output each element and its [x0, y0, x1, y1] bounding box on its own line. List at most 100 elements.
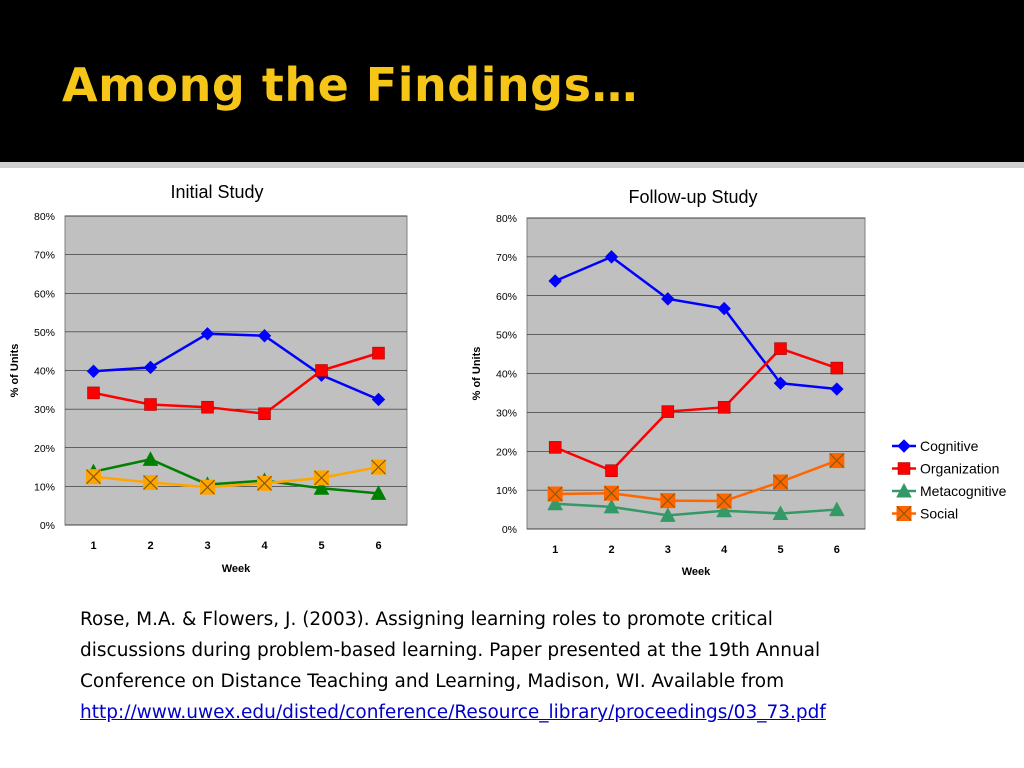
x-tick-label: 3 [665, 544, 671, 556]
series-social-point [829, 453, 845, 469]
series-social-point [773, 474, 788, 490]
x-tick-label: 6 [375, 540, 381, 552]
x-axis-label: Week [222, 563, 251, 575]
legend-item: Cognitive [892, 438, 979, 454]
series-organization-point [548, 441, 562, 454]
chart-initial-study: Initial Study 0% 10% 20% 30% 40% 50% 60% 70% 80% 1… [9, 182, 408, 575]
legend-marker [897, 462, 911, 475]
y-axis-label: % of Units [9, 344, 21, 398]
series-organization-point [717, 401, 731, 414]
y-tick-label: 40% [496, 369, 517, 381]
series-cognitive-point [86, 364, 101, 378]
series-cognitive-point [717, 301, 731, 316]
series-cognitive-line [93, 332, 379, 401]
y-tick-label: 30% [496, 407, 517, 419]
legend-label: Cognitive [920, 438, 979, 454]
y-tick-label: 80% [496, 213, 517, 225]
y-tick-label: 50% [34, 327, 55, 339]
x-tick-label: 1 [552, 544, 558, 556]
series-social-point-cross [773, 474, 788, 490]
slide-title: Among the Findings… [62, 58, 638, 112]
series-metacognitive-point [370, 485, 387, 500]
series-social-point [86, 469, 101, 485]
title-band: Among the Findings… [0, 0, 1024, 160]
y-tick-label: 50% [496, 330, 517, 342]
x-tick-label: 2 [147, 540, 153, 552]
series-social-line [555, 459, 838, 503]
legend-label: Organization [920, 461, 999, 477]
series-social-point [371, 459, 386, 475]
chart-follow-up-study: Follow-up Study 0% 10% 20% 30% 40% 50% 60% 70% 80… [471, 187, 1007, 578]
series-organization-point [258, 407, 271, 421]
x-tick-label: 3 [204, 540, 210, 552]
legend-item: Metacognitive [892, 482, 1007, 499]
series-social-point [314, 470, 329, 486]
series-organization-point [315, 364, 328, 377]
series-organization-point [661, 405, 675, 418]
series-organization-point [87, 386, 100, 400]
series-organization-point [372, 346, 385, 360]
y-tick-label: 40% [34, 366, 55, 378]
x-tick-label: 5 [318, 540, 324, 552]
y-tick-label: 60% [34, 288, 55, 300]
citation-link[interactable]: http://www.uwex.edu/disted/conference/Re… [80, 702, 826, 723]
series-social-point [257, 475, 272, 491]
legend-marker-cross [896, 506, 912, 521]
citation: Rose, M.A. & Flowers, J. (2003). Assigni… [80, 604, 980, 728]
legend-item: Organization [892, 461, 999, 477]
series-metacognitive-point [313, 480, 330, 495]
y-tick-label: 80% [34, 211, 55, 223]
series-social-point [604, 485, 619, 501]
legend-label: Social [920, 506, 958, 522]
series-metacognitive-line [93, 458, 379, 495]
y-tick-label: 20% [496, 446, 517, 458]
legend-marker [897, 439, 911, 453]
legend-marker [896, 506, 912, 521]
chart-title: Initial Study [170, 182, 263, 202]
series-cognitive-point [257, 329, 272, 343]
title-divider [0, 162, 1024, 168]
series-metacognitive-point [547, 495, 564, 511]
series-cognitive-line [554, 255, 837, 391]
y-tick-label: 0% [40, 520, 55, 532]
x-axis-label: Week [682, 566, 711, 578]
series-cognitive-point [143, 360, 158, 375]
series-metacognitive-point [772, 505, 789, 520]
series-organization-line [554, 347, 838, 473]
series-social-point [660, 493, 676, 509]
series-social-point [143, 475, 158, 491]
series-cognitive-point [548, 274, 562, 288]
series-metacognitive-point [659, 507, 676, 522]
y-tick-label: 60% [496, 291, 517, 303]
y-tick-label: 10% [496, 485, 517, 497]
slide-content: Initial Study 0% 10% 20% 30% 40% 50% 60% 70% 80% 1… [0, 168, 1024, 768]
series-organization-line [93, 351, 379, 416]
series-social-line [93, 465, 379, 489]
y-tick-label: 30% [34, 404, 55, 416]
series-organization-point [144, 398, 157, 411]
charts-canvas: Initial Study0%10%20%30%40%50%60%70%80%1… [9, 182, 1007, 578]
chart-title: Follow-up Study [628, 187, 757, 207]
series-social-point-cross [86, 469, 101, 485]
series-social-point-cross [716, 493, 732, 509]
citation-line: Conference on Distance Teaching and Lear… [80, 671, 785, 692]
series-social-point-cross [660, 493, 676, 509]
series-metacognitive-line [555, 502, 837, 517]
legend-marker [896, 482, 912, 498]
y-tick-label: 0% [502, 524, 517, 536]
series-social-point-cross [371, 459, 386, 475]
y-tick-label: 70% [34, 250, 55, 262]
series-metacognitive-point [142, 451, 159, 466]
series-organization-point [201, 400, 214, 414]
legend-label: Metacognitive [920, 483, 1007, 499]
series-social-point [547, 486, 563, 502]
series-cognitive-point [604, 250, 619, 264]
series-social-point-cross [604, 485, 619, 501]
series-social-point-cross [143, 475, 158, 490]
series-organization-point [605, 464, 618, 477]
series-cognitive-point [830, 382, 844, 396]
series-social-point-cross [200, 479, 215, 495]
series-metacognitive-point [716, 502, 733, 518]
series-social-point-cross [547, 486, 563, 502]
citation-line: Rose, M.A. & Flowers, J. (2003). Assigni… [80, 609, 773, 630]
